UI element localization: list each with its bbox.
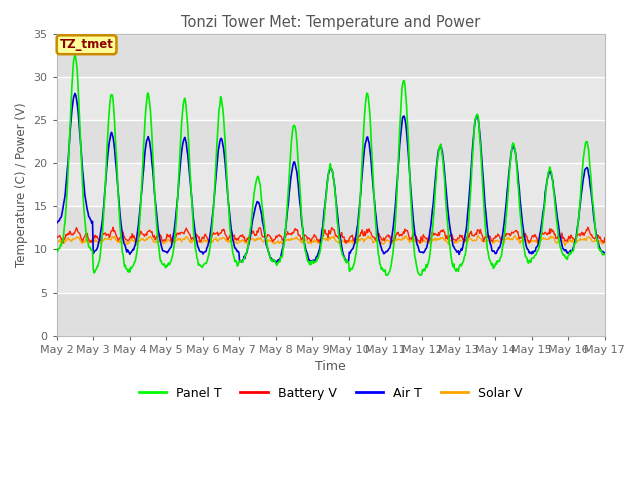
Air T bbox=[205, 241, 212, 247]
Panel T bbox=[205, 253, 212, 259]
Solar V bbox=[63, 238, 70, 243]
Solar V bbox=[413, 238, 421, 244]
Line: Battery V: Battery V bbox=[57, 227, 605, 243]
Title: Tonzi Tower Met: Temperature and Power: Tonzi Tower Met: Temperature and Power bbox=[181, 15, 480, 30]
Solar V bbox=[175, 237, 182, 243]
Battery V bbox=[601, 235, 609, 241]
Bar bbox=[57, 292, 605, 336]
Y-axis label: Temperature (C) / Power (V): Temperature (C) / Power (V) bbox=[15, 103, 28, 267]
Bar bbox=[57, 34, 605, 77]
Air T bbox=[71, 91, 79, 96]
Text: TZ_tmet: TZ_tmet bbox=[60, 38, 113, 51]
Air T bbox=[273, 260, 281, 265]
X-axis label: Time: Time bbox=[316, 360, 346, 373]
Air T bbox=[415, 246, 422, 252]
Panel T bbox=[63, 195, 70, 201]
Battery V bbox=[415, 238, 422, 243]
Air T bbox=[63, 175, 70, 181]
Panel T bbox=[53, 246, 61, 252]
Solar V bbox=[601, 239, 609, 245]
Line: Air T: Air T bbox=[57, 94, 605, 263]
Battery V bbox=[63, 233, 70, 239]
Battery V bbox=[120, 233, 127, 239]
Solar V bbox=[474, 233, 482, 239]
Air T bbox=[399, 114, 406, 120]
Solar V bbox=[119, 236, 127, 241]
Battery V bbox=[399, 231, 406, 237]
Battery V bbox=[109, 224, 117, 230]
Air T bbox=[53, 220, 61, 226]
Panel T bbox=[399, 81, 406, 87]
Air T bbox=[175, 172, 183, 178]
Solar V bbox=[397, 236, 405, 242]
Battery V bbox=[175, 230, 183, 236]
Panel T bbox=[415, 271, 422, 276]
Line: Solar V: Solar V bbox=[57, 236, 605, 246]
Battery V bbox=[53, 235, 61, 241]
Panel T bbox=[383, 273, 390, 278]
Legend: Panel T, Battery V, Air T, Solar V: Panel T, Battery V, Air T, Solar V bbox=[134, 382, 528, 405]
Panel T bbox=[175, 162, 183, 168]
Solar V bbox=[204, 240, 211, 245]
Panel T bbox=[71, 50, 79, 56]
Battery V bbox=[205, 237, 212, 243]
Line: Panel T: Panel T bbox=[57, 53, 605, 276]
Panel T bbox=[601, 252, 609, 257]
Air T bbox=[601, 250, 609, 256]
Air T bbox=[120, 240, 127, 246]
Bar bbox=[57, 120, 605, 163]
Battery V bbox=[342, 240, 350, 246]
Solar V bbox=[561, 243, 569, 249]
Bar bbox=[57, 206, 605, 250]
Panel T bbox=[120, 258, 127, 264]
Solar V bbox=[53, 239, 61, 244]
